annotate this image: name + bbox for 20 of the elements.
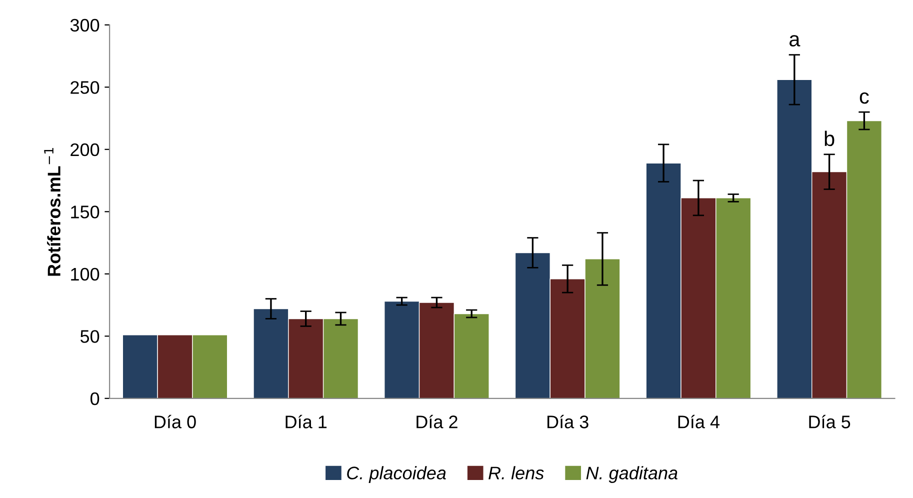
- legend-label: C. placoidea: [347, 466, 446, 483]
- y-tick-label: 100: [71, 268, 100, 281]
- y-tick-label: 0: [90, 392, 100, 406]
- legend-label: N. gaditana: [586, 466, 678, 483]
- data-label: a: [790, 35, 800, 46]
- x-tick-label: Día 4: [678, 414, 720, 428]
- x-tick-label: Día 0: [154, 414, 196, 428]
- y-tick-label: 200: [70, 143, 100, 156]
- data-label: b: [824, 130, 834, 146]
- x-tick-label: Día 5: [809, 414, 850, 428]
- y-axis-title: Rotíferos.mL$^{−1}$: [44, 148, 60, 276]
- y-tick-label: 150: [71, 206, 100, 218]
- y-tick-label: 300: [70, 18, 100, 32]
- legend-label: R. lens: [488, 466, 544, 480]
- y-tick-label: 50: [80, 330, 100, 343]
- x-tick-label: Día 3: [547, 414, 588, 428]
- x-tick-label: Día 1: [286, 414, 327, 428]
- x-tick-label: Día 2: [416, 414, 458, 428]
- y-tick-label: 250: [70, 81, 100, 94]
- data-label: c: [860, 92, 869, 104]
